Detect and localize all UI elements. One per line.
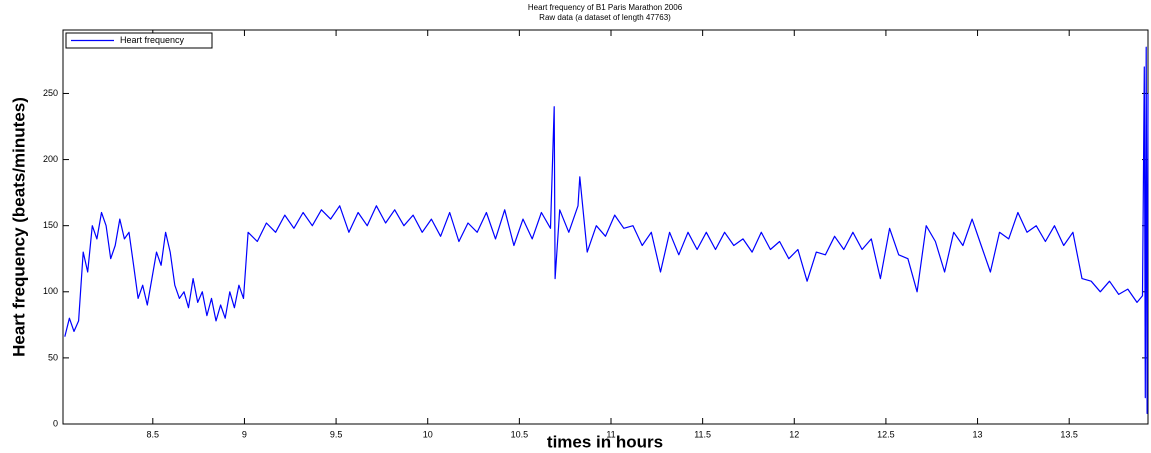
x-tick-label: 12 bbox=[789, 429, 799, 439]
y-axis-label: Heart frequency (beats/minutes) bbox=[9, 97, 28, 357]
x-tick-label: 11.5 bbox=[694, 429, 711, 439]
x-axis-label: times in hours bbox=[547, 432, 663, 451]
plot-frame bbox=[62, 29, 1149, 425]
x-tick-label: 9.5 bbox=[330, 429, 343, 439]
data-line bbox=[64, 46, 1149, 414]
y-tick-label: 150 bbox=[43, 220, 58, 230]
y-tick-label: 50 bbox=[48, 352, 58, 362]
x-tick-label: 13 bbox=[973, 429, 983, 439]
x-tick-label: 11 bbox=[606, 429, 615, 439]
chart-subtitle: Raw data (a dataset of length 47763) bbox=[539, 13, 671, 22]
y-tick-label: 0 bbox=[53, 418, 58, 428]
x-tick-label: 12.5 bbox=[877, 429, 895, 439]
y-tick-label: 100 bbox=[43, 286, 58, 296]
chart-title: Heart frequency of B1 Paris Marathon 200… bbox=[528, 3, 683, 12]
y-tick-label: 200 bbox=[43, 154, 58, 164]
y-tick-label: 250 bbox=[43, 88, 58, 98]
x-tick-label: 13.5 bbox=[1060, 429, 1078, 439]
x-tick-label: 10 bbox=[423, 429, 433, 439]
x-tick-label: 8.5 bbox=[147, 429, 160, 439]
legend-label: Heart frequency bbox=[120, 35, 185, 45]
x-tick-label: 10.5 bbox=[511, 429, 529, 439]
legend-box bbox=[65, 32, 213, 49]
x-tick-label: 9 bbox=[242, 429, 247, 439]
